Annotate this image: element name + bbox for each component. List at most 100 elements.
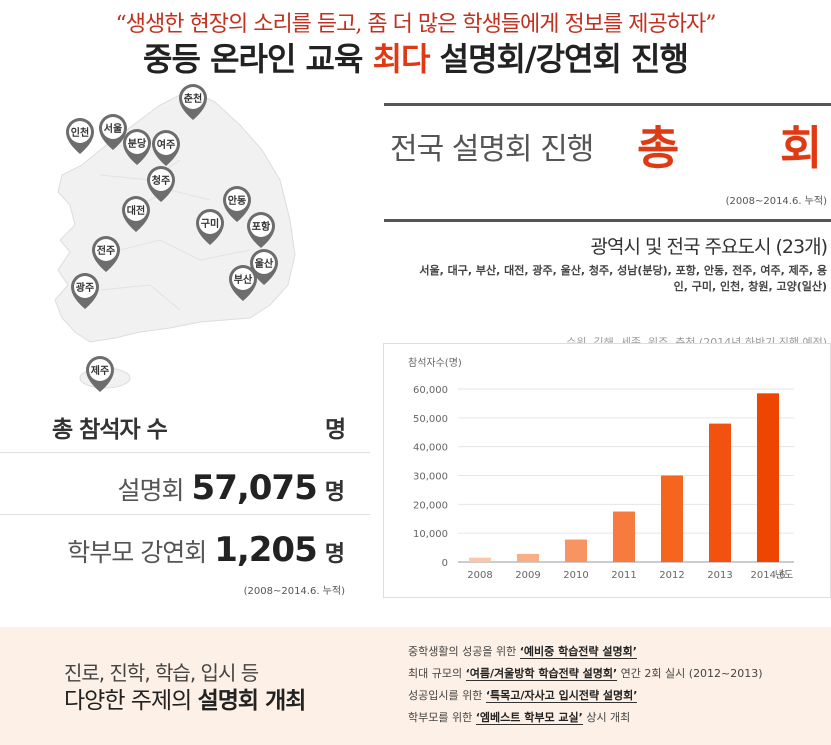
headline-post: 설명회/강연회 진행 (429, 40, 689, 78)
headline: 중등 온라인 교육 최다 설명회/강연회 진행 (0, 34, 831, 80)
total-big-2: 회 (780, 121, 823, 175)
y-axis-label: 참석자수(명) (408, 357, 462, 369)
bottom-item: 중학생활의 성공을 위한 ‘예비중 학습전략 설명회’ (408, 641, 763, 663)
bar (613, 511, 635, 562)
y-tick-label: 30,000 (413, 472, 448, 483)
cities-list: 서울, 대구, 부산, 대전, 광주, 울산, 청주, 성남(분당), 포항, … (419, 264, 827, 293)
stats-note: (2008~2014.6. 누적) (243, 586, 345, 597)
map-pin: 포항 (247, 212, 275, 248)
map-pin-label: 여주 (157, 138, 175, 151)
bottom-line-1: 진로, 진학, 학습, 입시 등 (64, 661, 259, 685)
item-pre: 중학생활의 성공을 위한 (408, 645, 520, 658)
y-tick-label: 20,000 (413, 500, 448, 511)
map-pin: 전주 (92, 236, 120, 272)
stat-value: 57,075 (191, 468, 318, 508)
map-pin: 광주 (71, 273, 99, 309)
total-big-1: 총 (637, 121, 680, 175)
bottom-line-2-bold: 설명회 개최 (197, 688, 307, 714)
map-pin: 안동 (223, 186, 251, 222)
x-tick-label: 2013 (707, 570, 732, 581)
bottom-item: 성공입시를 위한 ‘특목고/자사고 입시전략 설명회’ (408, 685, 763, 707)
stat-label: 학부모 강연회 (67, 538, 207, 567)
bottom-line-2: 다양한 주제의 설명회 개최 (64, 681, 307, 715)
divider-mid (384, 219, 831, 222)
x-tick-label: 2011 (611, 570, 636, 581)
map-pin: 춘천 (179, 84, 207, 120)
map-pin: 부산 (229, 265, 257, 301)
x-tick-label: 2008 (467, 570, 492, 581)
stat-value: 1,205 (214, 530, 318, 570)
headline-highlight: 최다 (372, 40, 431, 78)
stat-row-parents: 학부모 강연회 1,205 명 (67, 530, 345, 570)
stat-unit: 명 (324, 480, 345, 505)
map-pin: 청주 (147, 166, 175, 202)
chart-panel: 참석자수(명) 0 10,000 20,000 30,000 40,000 50,000 60… (383, 343, 831, 598)
bottom-line-2-pre: 다양한 주제의 (64, 688, 198, 714)
divider (0, 514, 370, 515)
map-pin: 제주 (86, 356, 114, 392)
divider-top (384, 103, 831, 106)
stat-row-seminar: 설명회 57,075 명 (118, 468, 345, 508)
bar-chart: 참석자수(명) 0 10,000 20,000 30,000 40,000 50,000 60… (408, 357, 794, 581)
map-pin: 울산 (250, 249, 278, 285)
bar (565, 539, 587, 562)
map-pin-label: 분당 (128, 137, 147, 150)
header-quote: “생생한 현장의 소리를 듣고, 좀 더 많은 학생들에게 정보를 제공하자” (115, 12, 717, 37)
map-pin-label: 서울 (104, 122, 122, 135)
x-axis-label: 년도 (775, 569, 793, 581)
map-pin: 대전 (122, 196, 150, 232)
bar (709, 423, 731, 562)
map-pin: 인천 (66, 118, 94, 154)
map-pin-label: 포항 (252, 220, 271, 233)
stat-unit: 명 (324, 542, 345, 567)
map-pin-label: 대전 (127, 204, 145, 217)
bottom-item: 최대 규모의 ‘여름/겨울방학 학습전략 설명회’ 연간 2회 실시 (2012… (408, 663, 763, 685)
item-pre: 성공입시를 위한 (408, 689, 486, 702)
stats-title-unit: 명 (325, 417, 347, 443)
x-tick-label: 2012 (659, 570, 684, 581)
item-post: 연간 2회 실시 (2012~2013) (617, 667, 763, 680)
divider (0, 452, 370, 453)
bar (517, 553, 539, 562)
map-pin-label: 울산 (255, 257, 274, 270)
stat-label: 설명회 (117, 476, 185, 505)
y-tick-label: 40,000 (413, 443, 448, 454)
map-pin: 분당 (123, 129, 151, 165)
bar (469, 557, 491, 562)
cities-title: 광역시 및 전국 주요도시 (23개) (590, 236, 828, 258)
item-post: 상시 개최 (582, 711, 631, 724)
bottom-list: 중학생활의 성공을 위한 ‘예비중 학습전략 설명회’ 최대 규모의 ‘여름/겨… (408, 641, 763, 729)
item-bold: ‘여름/겨울방학 학습전략 설명회’ (465, 667, 618, 681)
item-pre: 학부모를 위한 (408, 711, 476, 724)
map-pin-label: 안동 (228, 194, 246, 207)
map-pin-label: 제주 (91, 364, 109, 377)
headline-pre: 중등 온라인 교육 (143, 40, 373, 78)
map-pin: 여주 (152, 130, 180, 166)
x-tick-label: 2014.6 (751, 570, 786, 581)
stats-title: 총 참석자 수 (52, 417, 168, 443)
item-bold: ‘예비중 학습전략 설명회’ (519, 645, 637, 659)
map-pin: 서울 (99, 114, 127, 150)
item-pre: 최대 규모의 (408, 667, 466, 680)
bar (757, 393, 779, 562)
map-pin-label: 청주 (152, 174, 170, 187)
map-pin-label: 춘천 (184, 92, 202, 105)
x-tick-label: 2009 (515, 570, 540, 581)
total-note: (2008~2014.6. 누적) (725, 196, 827, 207)
bar (661, 475, 683, 562)
item-bold: ‘엠베스트 학부모 교실’ (475, 711, 583, 725)
map-pin-label: 인천 (71, 126, 89, 139)
map-pin-label: 부산 (234, 273, 253, 286)
map-pin-label: 구미 (201, 217, 219, 230)
map-pin-label: 전주 (97, 244, 115, 257)
y-tick-label: 10,000 (413, 529, 448, 540)
bottom-banner (0, 627, 831, 745)
y-tick-label: 60,000 (413, 385, 448, 396)
bottom-item: 학부모를 위한 ‘엠베스트 학부모 교실’ 상시 개최 (408, 707, 763, 729)
map-pin-label: 광주 (76, 282, 94, 294)
x-tick-label: 2010 (563, 570, 588, 581)
map-pin: 구미 (195, 208, 224, 245)
total-title: 전국 설명회 진행 (390, 132, 594, 167)
